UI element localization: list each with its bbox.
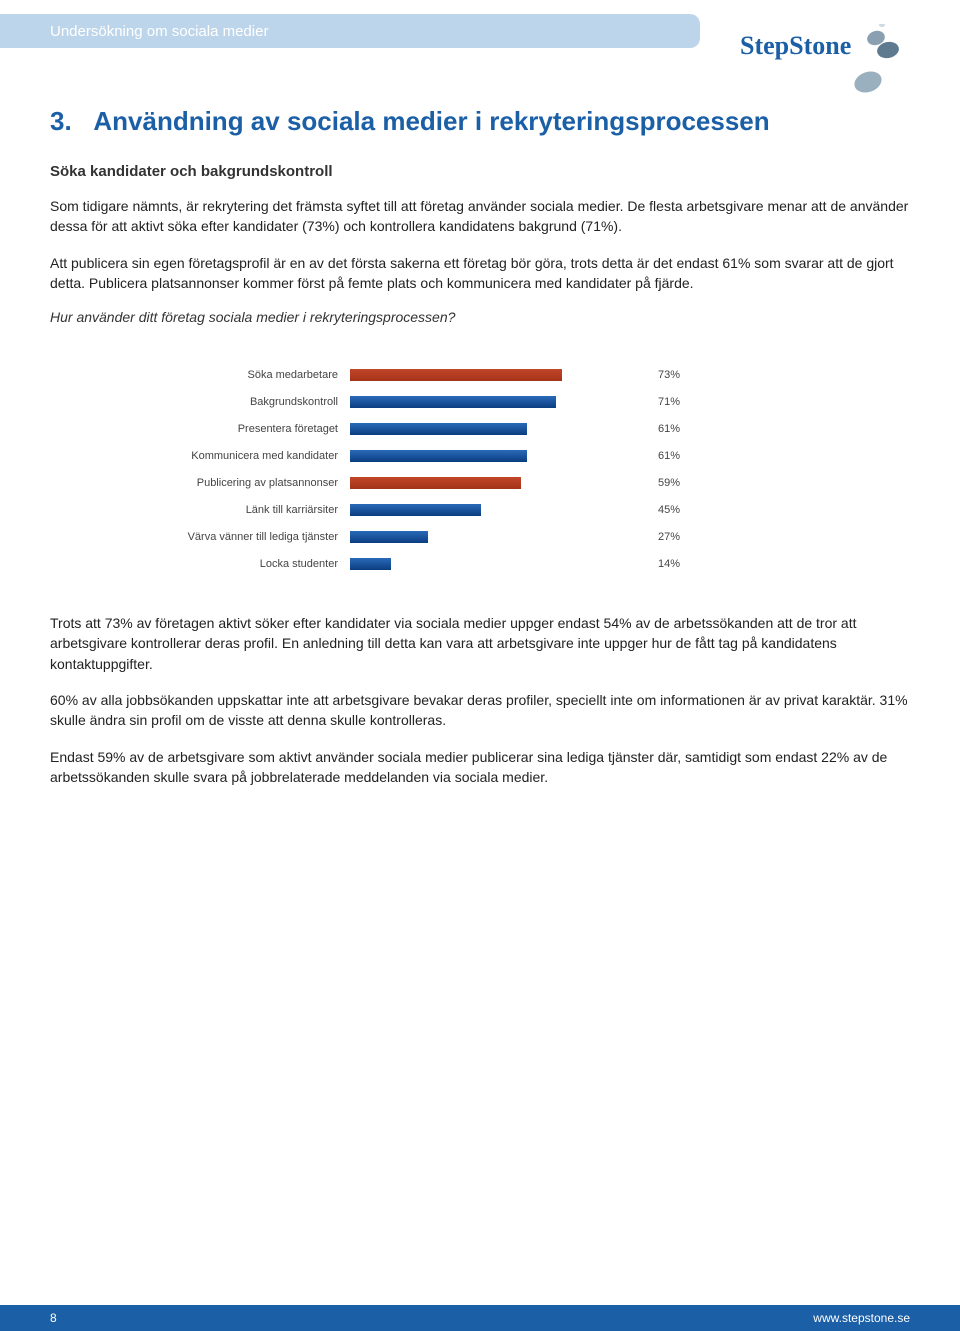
chart-row: Locka studenter 14% (160, 550, 800, 577)
chart-row: Presentera företaget 61% (160, 415, 800, 442)
chart-bar (350, 396, 556, 408)
chart-row-label: Publicering av platsannonser (160, 477, 350, 489)
chart-row-value: 14% (640, 558, 700, 570)
chart-row: Kommunicera med kandidater 61% (160, 442, 800, 469)
chart-bar (350, 423, 527, 435)
chart-bar-track (350, 477, 640, 489)
chart-row: Söka medarbetare 73% (160, 361, 800, 388)
paragraph-1: Som tidigare nämnts, är rekrytering det … (50, 196, 910, 237)
logo: StepStone (740, 24, 900, 94)
chart-row-value: 71% (640, 396, 700, 408)
chart-row: Värva vänner till lediga tjänster 27% (160, 523, 800, 550)
chart-bar-track (350, 369, 640, 381)
chart-row: Länk till karriärsiter 45% (160, 496, 800, 523)
chart-bar-track (350, 531, 640, 543)
chart-bar-track (350, 558, 640, 570)
footer-bar: 8 www.stepstone.se (0, 1305, 960, 1331)
paragraph-4: 60% av alla jobbsökanden uppskattar inte… (50, 690, 910, 731)
chart-row-value: 73% (640, 369, 700, 381)
content-area: 3. Användning av sociala medier i rekryt… (0, 106, 960, 787)
section-title: 3. Användning av sociala medier i rekryt… (50, 106, 910, 137)
chart-row-label: Locka studenter (160, 558, 350, 570)
chart-question: Hur använder ditt företag sociala medier… (50, 309, 910, 325)
paragraph-5: Endast 59% av de arbetsgivare som aktivt… (50, 747, 910, 788)
chart-bar-track (350, 450, 640, 462)
section-title-text: Användning av sociala medier i rekryteri… (93, 106, 769, 136)
chart-row-label: Bakgrundskontroll (160, 396, 350, 408)
chart-bar (350, 450, 527, 462)
usage-bar-chart: Söka medarbetare 73% Bakgrundskontroll 71% P… (160, 361, 800, 577)
paragraph-2: Att publicera sin egen företagsprofil är… (50, 253, 910, 294)
paragraph-3: Trots att 73% av företagen aktivt söker … (50, 613, 910, 674)
chart-row-value: 59% (640, 477, 700, 489)
chart-bar (350, 369, 562, 381)
chart-bar (350, 477, 521, 489)
chart-bar-track (350, 504, 640, 516)
page-number: 8 (50, 1311, 57, 1325)
chart-row-label: Kommunicera med kandidater (160, 450, 350, 462)
footer-url: www.stepstone.se (813, 1311, 910, 1325)
chart-row-value: 61% (640, 450, 700, 462)
chart-bar-track (350, 396, 640, 408)
section-number: 3. (50, 106, 72, 136)
chart-row-value: 45% (640, 504, 700, 516)
chart-row: Bakgrundskontroll 71% (160, 388, 800, 415)
chart-bar (350, 558, 391, 570)
chart-row-label: Länk till karriärsiter (160, 504, 350, 516)
chart-row-label: Värva vänner till lediga tjänster (160, 531, 350, 543)
header-tab-title: Undersökning om sociala medier (50, 23, 268, 40)
logo-text: StepStone (740, 31, 851, 60)
chart-bar (350, 531, 428, 543)
chart-row-value: 61% (640, 423, 700, 435)
chart-row-label: Söka medarbetare (160, 369, 350, 381)
chart-bar-track (350, 423, 640, 435)
chart-row: Publicering av platsannonser 59% (160, 469, 800, 496)
header-tab: Undersökning om sociala medier (0, 14, 700, 48)
chart-row-label: Presentera företaget (160, 423, 350, 435)
chart-row-value: 27% (640, 531, 700, 543)
section-subtitle: Söka kandidater och bakgrundskontroll (50, 163, 910, 180)
chart-bar (350, 504, 481, 516)
